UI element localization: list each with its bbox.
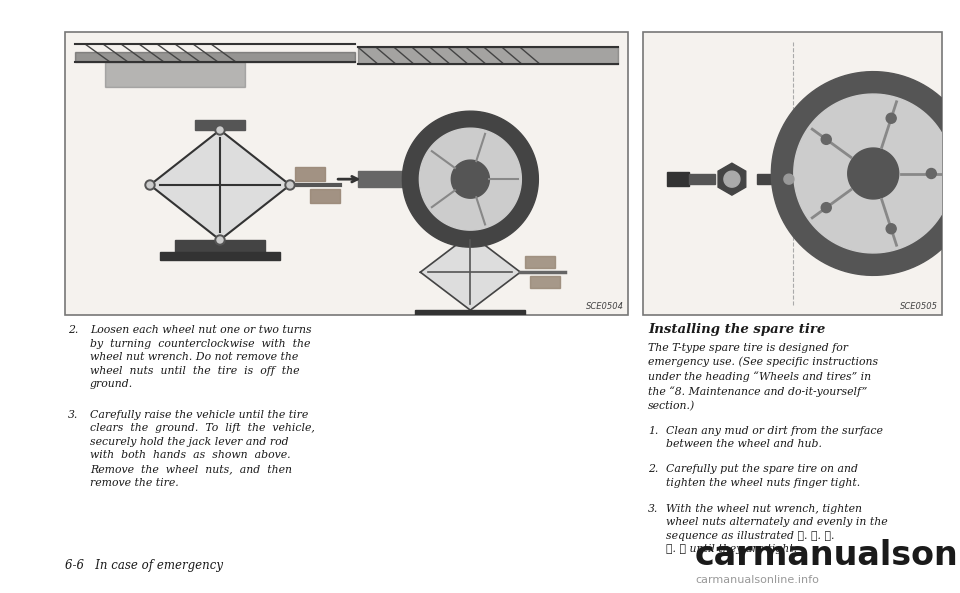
Circle shape — [285, 180, 295, 190]
Polygon shape — [358, 47, 618, 64]
Circle shape — [926, 168, 936, 178]
Text: Installing the spare tire: Installing the spare tire — [648, 323, 826, 336]
Text: 3.: 3. — [648, 503, 659, 514]
Text: Carefully put the spare tire on and
tighten the wheel nuts finger tight.: Carefully put the spare tire on and tigh… — [666, 464, 860, 488]
Circle shape — [217, 237, 223, 243]
Text: The T-type spare tire is designed for
emergency use. (See specific instructions
: The T-type spare tire is designed for em… — [648, 343, 878, 411]
Polygon shape — [756, 174, 777, 184]
Polygon shape — [358, 171, 480, 187]
Polygon shape — [451, 160, 490, 198]
Polygon shape — [175, 240, 265, 252]
Text: 2.: 2. — [68, 325, 79, 335]
Circle shape — [217, 127, 223, 133]
Polygon shape — [794, 94, 952, 253]
Polygon shape — [530, 276, 561, 288]
Polygon shape — [402, 111, 539, 247]
Bar — [643, 32, 942, 315]
Text: 6-6   In case of emergency: 6-6 In case of emergency — [65, 559, 223, 572]
Polygon shape — [724, 171, 740, 187]
Polygon shape — [784, 174, 794, 184]
Circle shape — [821, 203, 831, 213]
Text: SCE0504: SCE0504 — [586, 302, 624, 311]
Polygon shape — [75, 52, 355, 62]
Circle shape — [287, 182, 293, 188]
Circle shape — [215, 125, 225, 135]
Polygon shape — [420, 128, 521, 230]
Text: carmanualsonline.info: carmanualsonline.info — [695, 539, 960, 572]
Polygon shape — [416, 310, 525, 324]
Polygon shape — [848, 148, 899, 199]
Polygon shape — [195, 120, 245, 130]
Polygon shape — [779, 167, 800, 191]
Text: Loosen each wheel nut one or two turns
by  turning  counterclockwise  with  the
: Loosen each wheel nut one or two turns b… — [90, 325, 312, 390]
Polygon shape — [310, 189, 340, 203]
Text: Carefully raise the vehicle until the tire
clears  the  ground.  To  lift  the  : Carefully raise the vehicle until the ti… — [90, 410, 315, 487]
Polygon shape — [105, 62, 245, 87]
Text: Clean any mud or dirt from the surface
between the wheel and hub.: Clean any mud or dirt from the surface b… — [666, 426, 883, 449]
Polygon shape — [718, 163, 746, 195]
Circle shape — [145, 180, 155, 190]
Polygon shape — [150, 130, 290, 240]
Text: 1.: 1. — [648, 426, 659, 435]
Polygon shape — [689, 174, 715, 184]
Bar — [65, 32, 628, 315]
Circle shape — [821, 135, 831, 144]
Circle shape — [886, 113, 897, 123]
Polygon shape — [667, 172, 689, 186]
Text: SCE0505: SCE0505 — [900, 302, 938, 311]
Polygon shape — [160, 252, 280, 260]
Text: With the wheel nut wrench, tighten
wheel nuts alternately and evenly in the
sequ: With the wheel nut wrench, tighten wheel… — [666, 503, 888, 554]
Circle shape — [147, 182, 153, 188]
Circle shape — [886, 224, 897, 234]
Text: 3.: 3. — [68, 410, 79, 419]
Polygon shape — [525, 256, 555, 268]
Polygon shape — [295, 167, 325, 181]
Polygon shape — [772, 72, 960, 275]
Text: carmanualsonline.info: carmanualsonline.info — [695, 575, 819, 585]
Circle shape — [215, 235, 225, 245]
Polygon shape — [420, 234, 520, 310]
Text: 2.: 2. — [648, 464, 659, 474]
